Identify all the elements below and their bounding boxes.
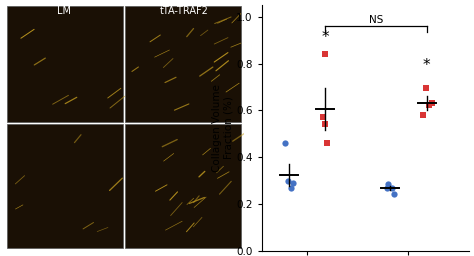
Text: tTA-TRAF2: tTA-TRAF2: [159, 6, 209, 16]
FancyBboxPatch shape: [126, 124, 241, 248]
FancyBboxPatch shape: [7, 6, 123, 122]
Text: *: *: [321, 30, 329, 45]
Y-axis label: Collagen Volume
Fraction (%): Collagen Volume Fraction (%): [211, 84, 233, 172]
FancyBboxPatch shape: [126, 6, 241, 122]
Text: LM: LM: [57, 6, 72, 16]
Text: NS: NS: [369, 15, 383, 25]
Text: *: *: [423, 58, 430, 73]
Legend: LM, tTA-TRAF2: LM, tTA-TRAF2: [250, 0, 313, 1]
FancyBboxPatch shape: [7, 124, 123, 248]
